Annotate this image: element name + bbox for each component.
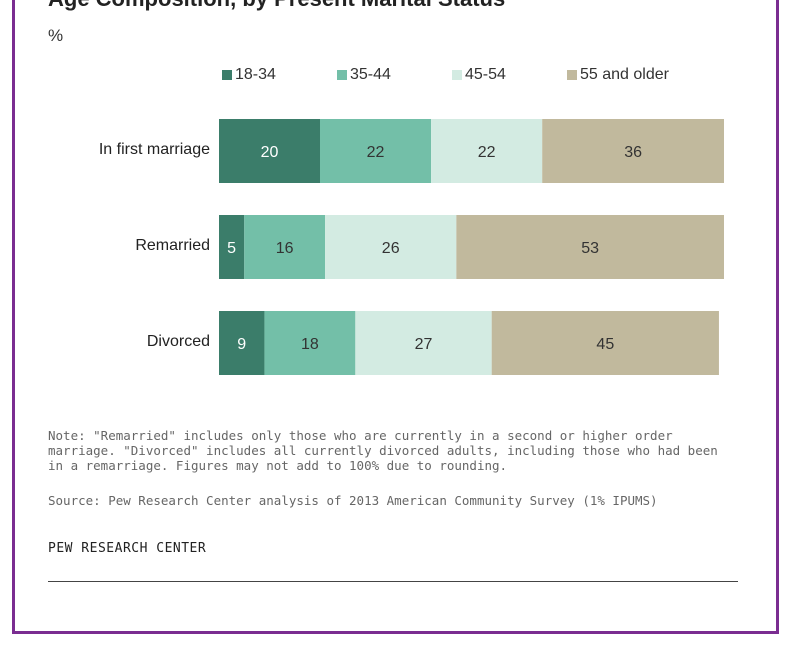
bar-segment <box>491 311 719 375</box>
legend-label: 18-34 <box>235 66 276 83</box>
legend-item: 18-34 <box>222 66 276 84</box>
legend-swatch <box>567 70 577 80</box>
bar-segment <box>456 215 724 279</box>
data-label: 22 <box>478 144 496 161</box>
legend-label: 55 and older <box>580 66 669 83</box>
bar-segment <box>325 215 457 279</box>
legend-item: 55 and older <box>567 66 669 84</box>
chart-note: Note: "Remarried" includes only those wh… <box>48 428 718 473</box>
data-label: 20 <box>261 144 279 161</box>
organization-name: PEW RESEARCH CENTER <box>48 541 207 556</box>
data-label: 16 <box>276 240 294 257</box>
bar-segment <box>244 215 326 279</box>
category-label: Divorced <box>146 333 210 350</box>
chart-source: Source: Pew Research Center analysis of … <box>48 493 658 508</box>
unit-label: % <box>48 26 64 45</box>
data-label: 5 <box>227 240 236 257</box>
bar-segment <box>219 215 245 279</box>
legend-swatch <box>337 70 347 80</box>
bar-segment <box>219 311 265 375</box>
data-label: 27 <box>415 336 433 353</box>
category-label: Remarried <box>135 237 210 254</box>
data-label: 9 <box>237 336 246 353</box>
data-label: 22 <box>367 144 385 161</box>
chart-title: Age Composition, by Present Marital Stat… <box>48 0 505 12</box>
bar-segment <box>431 119 543 183</box>
data-label: 26 <box>382 240 400 257</box>
bar-segment <box>320 119 432 183</box>
data-label: 36 <box>624 144 642 161</box>
category-label: In first marriage <box>98 141 210 158</box>
bar-segment <box>219 119 320 183</box>
data-label: 53 <box>581 240 599 257</box>
data-label: 45 <box>596 336 614 353</box>
bar-segment <box>264 311 356 375</box>
legend-label: 45-54 <box>465 66 506 83</box>
bar-segment <box>355 311 492 375</box>
legend-item: 35-44 <box>337 66 391 84</box>
legend-swatch <box>452 70 462 80</box>
legend-swatch <box>222 70 232 80</box>
bar-segment <box>542 119 724 183</box>
footer-divider <box>48 581 738 582</box>
legend-label: 35-44 <box>350 66 391 83</box>
legend-item: 45-54 <box>452 66 506 84</box>
chart-frame <box>12 0 779 634</box>
data-label: 18 <box>301 336 319 353</box>
